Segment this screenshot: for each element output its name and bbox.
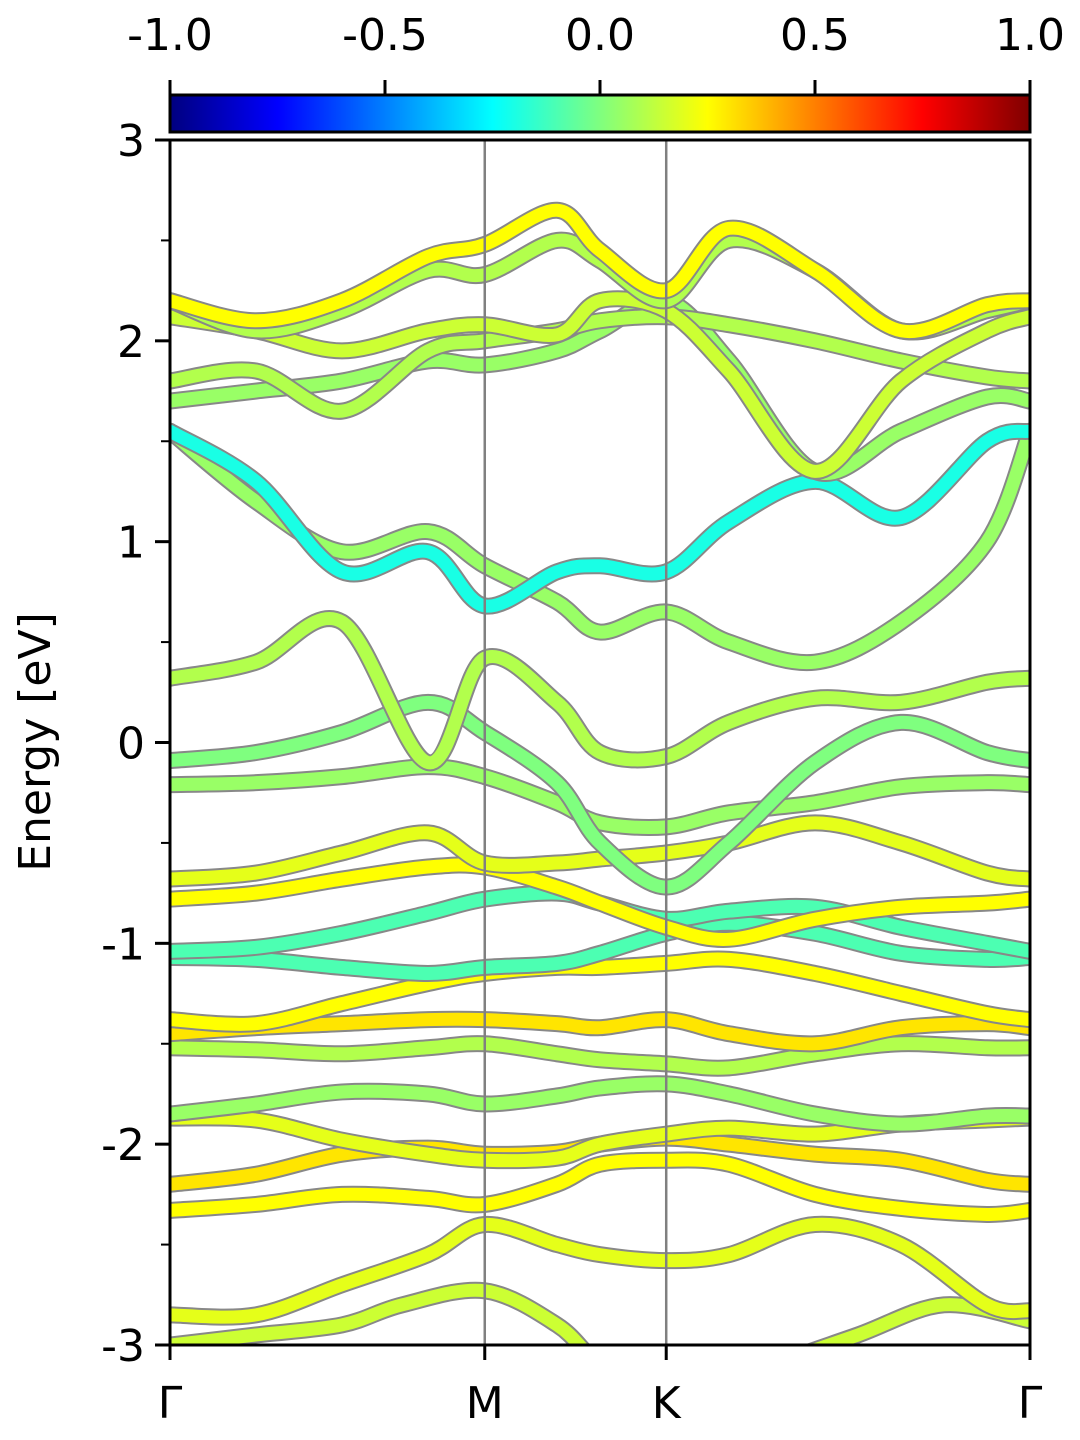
band-line bbox=[170, 1012, 1030, 1051]
y-tick-label: -2 bbox=[101, 1120, 145, 1171]
y-tick-label: -1 bbox=[101, 919, 145, 970]
y-tick-label: 0 bbox=[117, 719, 145, 770]
band-line bbox=[170, 695, 1030, 894]
band-lines bbox=[170, 201, 1030, 1345]
band-17 bbox=[170, 422, 1030, 672]
band-20 bbox=[170, 308, 1030, 420]
band-3 bbox=[170, 1151, 1030, 1223]
colorbar-tick-label: 0.0 bbox=[565, 10, 635, 61]
band-1 bbox=[170, 1281, 1030, 1345]
band-9 bbox=[170, 950, 1030, 1033]
band-line bbox=[170, 612, 1030, 770]
band-line bbox=[170, 952, 1030, 1031]
y-tick-label: -3 bbox=[101, 1321, 145, 1372]
colorbar-gradient bbox=[168, 93, 1032, 134]
band-2 bbox=[170, 1215, 1030, 1326]
band-line bbox=[170, 760, 1030, 834]
colorbar: -1.0 -0.5 0.0 0.5 1.0 bbox=[127, 10, 1065, 134]
band-line bbox=[170, 858, 1030, 946]
band-8 bbox=[170, 1010, 1030, 1053]
band-line bbox=[170, 1077, 1030, 1131]
band-6 bbox=[170, 1075, 1030, 1133]
band-line bbox=[170, 310, 1030, 418]
band-16 bbox=[170, 610, 1030, 772]
band-line bbox=[170, 424, 1030, 670]
band-line bbox=[170, 203, 1030, 339]
band-line bbox=[170, 816, 1030, 886]
band-line bbox=[170, 1153, 1030, 1221]
colorbar-tick-label: -0.5 bbox=[342, 10, 428, 61]
band-line bbox=[170, 292, 1030, 478]
y-tick-label: 3 bbox=[117, 116, 145, 167]
band-line bbox=[170, 916, 1030, 980]
x-tick-label: Γ bbox=[158, 1378, 183, 1429]
y-axis-label: Energy [eV] bbox=[10, 612, 61, 872]
y-tick-label: 1 bbox=[117, 518, 145, 569]
high-symmetry-lines bbox=[483, 140, 668, 1345]
colorbar-tick-label: 0.5 bbox=[780, 10, 850, 61]
band-23 bbox=[170, 201, 1030, 341]
band-12 bbox=[170, 856, 1030, 948]
band-line bbox=[170, 424, 1030, 613]
x-tick-label: M bbox=[466, 1378, 504, 1429]
band-14 bbox=[170, 758, 1030, 836]
x-tick-label: K bbox=[652, 1378, 682, 1429]
band-line bbox=[170, 1283, 1030, 1345]
y-tick-label: 2 bbox=[117, 317, 145, 368]
band-line bbox=[170, 1037, 1030, 1075]
x-tick-label: Γ bbox=[1018, 1378, 1043, 1429]
colorbar-tick-label: -1.0 bbox=[127, 10, 213, 61]
y-axis-ticks: -3 -2 -1 0 1 2 3 bbox=[101, 116, 170, 1372]
band-15 bbox=[170, 693, 1030, 896]
band-13 bbox=[170, 814, 1030, 888]
band-10 bbox=[170, 914, 1030, 982]
band-line bbox=[170, 1217, 1030, 1324]
band-7 bbox=[170, 1035, 1030, 1077]
band-18 bbox=[170, 422, 1030, 615]
band-21 bbox=[170, 290, 1030, 480]
colorbar-ticks: -1.0 -0.5 0.0 0.5 1.0 bbox=[127, 10, 1065, 95]
colorbar-tick-label: 1.0 bbox=[995, 10, 1065, 61]
